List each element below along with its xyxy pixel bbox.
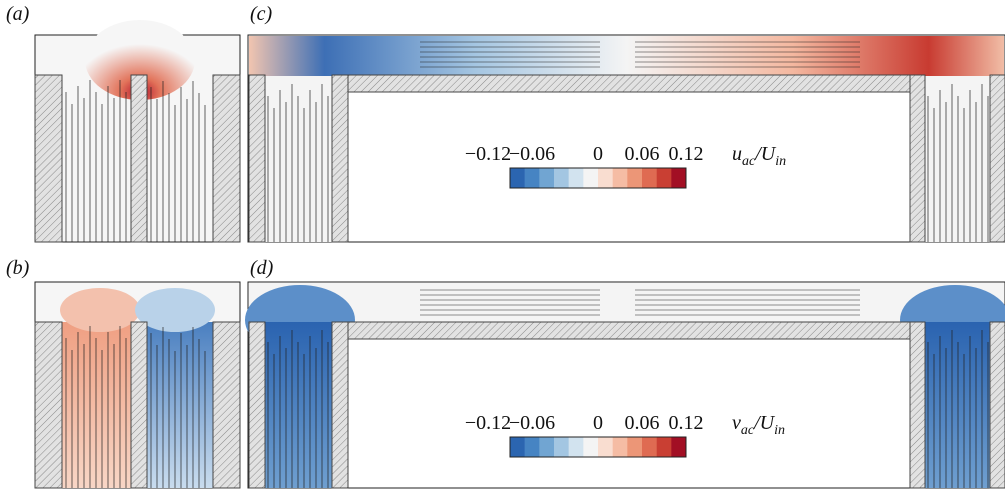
panel-b bbox=[34, 281, 241, 489]
colorbar-swatch bbox=[524, 168, 540, 188]
colorbar-frame bbox=[509, 436, 687, 458]
streamlines bbox=[65, 41, 989, 488]
colorbar-frame bbox=[509, 167, 687, 189]
label-subscript: in bbox=[775, 154, 786, 169]
colorbar-swatch bbox=[627, 168, 643, 188]
colorbar-swatch bbox=[612, 437, 628, 457]
label-part: /U bbox=[754, 143, 777, 165]
colorbar-swatch bbox=[627, 437, 643, 457]
colorbar-swatch bbox=[554, 437, 569, 457]
colorbar-tick-label: 0.12 bbox=[669, 143, 704, 165]
colorbar-tick-label: 0 bbox=[593, 412, 603, 434]
colorbar-swatch bbox=[656, 437, 672, 457]
colorbar-swatch bbox=[671, 437, 687, 457]
colorbar-tick-label: −0.12 bbox=[465, 412, 511, 434]
panel-label: (a) bbox=[6, 3, 30, 25]
colorbar-tick-label: −0.06 bbox=[509, 143, 555, 165]
colorbar-tick-label: 0.12 bbox=[669, 412, 704, 434]
colorbar-swatch bbox=[612, 168, 628, 188]
colorbar-swatch bbox=[510, 168, 525, 188]
label-subscript: in bbox=[774, 423, 785, 438]
colorbar-tick-label: 0.06 bbox=[625, 412, 660, 434]
panel-a bbox=[34, 20, 241, 243]
colorbar-swatch bbox=[539, 168, 555, 188]
colorbar-swatch bbox=[598, 168, 613, 188]
panel-c bbox=[247, 34, 1005, 243]
colorbar-swatch bbox=[598, 437, 613, 457]
colorbar-swatch bbox=[642, 168, 657, 188]
colorbar-swatch bbox=[568, 437, 584, 457]
colorbar-swatch bbox=[524, 437, 540, 457]
label-subscript: ac bbox=[742, 154, 756, 169]
colorbar-swatch bbox=[671, 168, 687, 188]
label-subscript: ac bbox=[741, 423, 755, 438]
colorbar-swatch bbox=[642, 437, 657, 457]
colorbar-swatch bbox=[583, 437, 599, 457]
label-part: /U bbox=[753, 412, 776, 434]
colorbar-swatch bbox=[510, 437, 525, 457]
label-part: v bbox=[732, 412, 741, 434]
colorbar-tick-label: −0.06 bbox=[509, 412, 555, 434]
colorbar-tick-label: 0.06 bbox=[625, 143, 660, 165]
colorbar-swatch bbox=[583, 168, 599, 188]
panel-label: (d) bbox=[250, 257, 274, 279]
panel-label: (c) bbox=[250, 3, 273, 25]
colorbar-label: uac/Uin bbox=[732, 143, 786, 169]
label-part: u bbox=[732, 143, 742, 165]
colorbar-label: vac/Uin bbox=[732, 412, 785, 438]
colorbar-swatch bbox=[539, 437, 555, 457]
panel-label: (b) bbox=[6, 257, 30, 279]
colorbar-swatch bbox=[656, 168, 672, 188]
colorbar-tick-label: 0 bbox=[593, 143, 603, 165]
colorbar-tick-label: −0.12 bbox=[465, 143, 511, 165]
colorbar-swatch bbox=[554, 168, 569, 188]
colorbar-swatch bbox=[568, 168, 584, 188]
